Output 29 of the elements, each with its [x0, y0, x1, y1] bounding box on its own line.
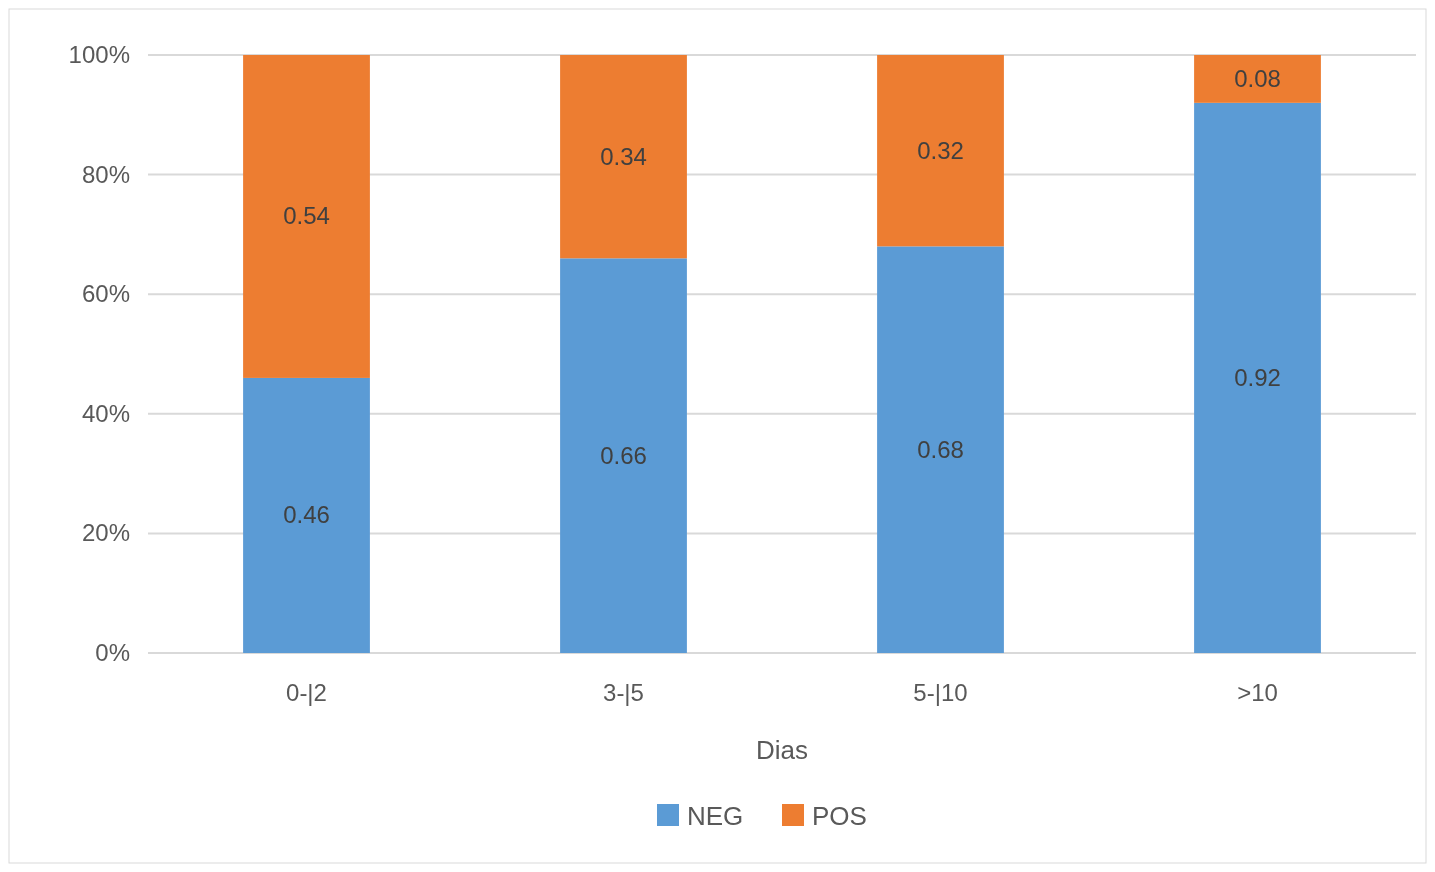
bar	[560, 258, 687, 653]
x-tick-label: >10	[1237, 679, 1278, 706]
data-label: 0.68	[917, 435, 964, 463]
y-tick-label: 0%	[95, 639, 130, 666]
legend-label: NEG	[687, 801, 744, 831]
data-label: 0.46	[283, 501, 330, 529]
bar	[1194, 102, 1321, 653]
y-tick-label: 40%	[81, 399, 130, 427]
y-tick-label: 60%	[81, 280, 130, 308]
y-tick-label: 80%	[81, 160, 130, 188]
bar	[877, 246, 1004, 653]
data-label: 0.32	[917, 136, 964, 164]
x-tick-label: 5-|10	[913, 679, 968, 706]
data-label: 0.08	[1234, 64, 1281, 92]
data-label: 0.92	[1234, 363, 1281, 391]
x-tick-label: 0-|2	[286, 679, 327, 706]
x-tick-label: 3-|5	[603, 679, 644, 706]
bar	[243, 55, 370, 378]
data-label: 0.34	[600, 142, 647, 170]
y-tick-label: 100%	[68, 41, 130, 68]
bar	[877, 55, 1004, 247]
bar	[1194, 55, 1321, 103]
data-label: 0.54	[283, 202, 330, 230]
bar	[243, 377, 370, 653]
legend-label: POS	[812, 801, 867, 831]
y-tick-label: 20%	[81, 519, 130, 547]
bar	[560, 55, 687, 259]
data-label: 0.66	[600, 441, 647, 469]
x-axis-title: Dias	[755, 735, 809, 765]
